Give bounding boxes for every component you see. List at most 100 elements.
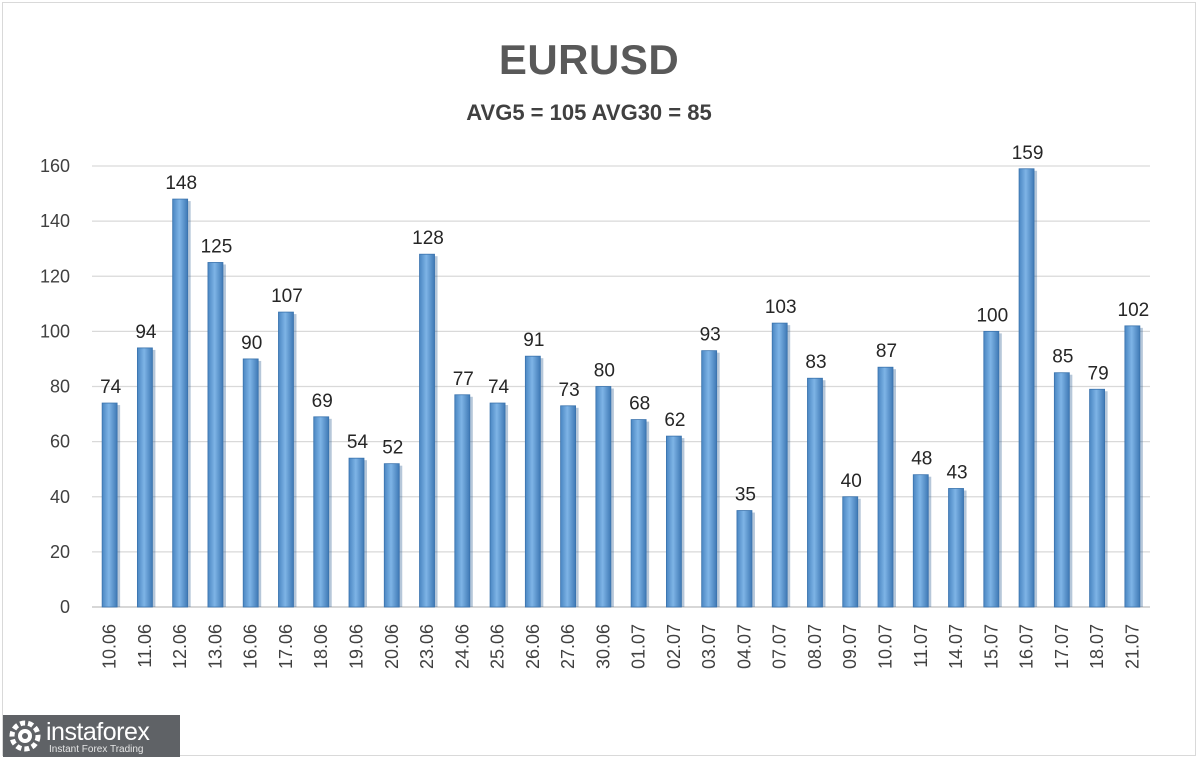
data-label: 90 <box>241 333 262 354</box>
bar <box>348 457 365 608</box>
data-label: 125 <box>201 236 233 257</box>
gear-icon <box>9 720 41 752</box>
y-tick-label: 120 <box>40 266 70 286</box>
logo-name: instaforex <box>46 718 150 746</box>
data-label: 87 <box>876 341 897 362</box>
data-label: 103 <box>765 297 797 318</box>
data-label: 35 <box>735 485 756 506</box>
chart-subtitle: AVG5 = 105 AVG30 = 85 <box>466 100 712 125</box>
bar <box>595 386 612 608</box>
x-tick-label: 27.06 <box>558 624 578 669</box>
data-label: 128 <box>412 228 444 249</box>
data-label: 74 <box>100 377 122 398</box>
bar <box>912 474 929 608</box>
data-label: 85 <box>1052 347 1073 368</box>
data-label: 54 <box>347 432 369 453</box>
data-label: 43 <box>946 462 967 483</box>
bar <box>101 402 118 608</box>
x-tick-label: 14.07 <box>946 624 966 669</box>
x-tick-label: 17.07 <box>1052 624 1072 669</box>
x-tick-label: 07.07 <box>770 624 790 669</box>
gridlines <box>92 165 1150 608</box>
x-tick-label: 10.07 <box>876 624 896 669</box>
x-tick-label: 03.07 <box>699 624 719 669</box>
bar <box>948 488 964 608</box>
y-tick-label: 60 <box>50 432 70 452</box>
x-tick-label: 04.07 <box>734 624 754 669</box>
x-tick-label: 16.07 <box>1017 624 1037 669</box>
bar <box>666 435 682 608</box>
x-tick-label: 02.07 <box>664 624 684 669</box>
data-label: 80 <box>594 361 615 382</box>
data-label: 159 <box>1012 143 1044 164</box>
data-label: 91 <box>523 330 544 351</box>
data-label: 94 <box>135 322 157 343</box>
y-tick-label: 40 <box>50 487 70 507</box>
bar <box>983 330 1000 608</box>
data-label: 77 <box>453 369 474 390</box>
x-tick-label: 01.07 <box>629 624 649 669</box>
bar <box>278 311 294 608</box>
x-tick-label: 11.06 <box>135 624 155 668</box>
bars <box>101 168 1143 608</box>
bar <box>1053 372 1070 608</box>
y-tick-label: 20 <box>50 542 70 562</box>
data-label: 48 <box>911 449 932 470</box>
data-labels: 74 94 148 125 90 107 69 54 52 128 77 74 91 73 80 68 62 93… <box>100 143 1149 506</box>
x-tick-label: 13.06 <box>205 624 225 669</box>
bar <box>560 405 576 608</box>
bar <box>1089 388 1105 608</box>
bar <box>136 347 153 608</box>
bar <box>207 262 224 608</box>
bar <box>313 416 330 608</box>
logo-tagline: Instant Forex Trading <box>49 744 144 755</box>
x-tick-label: 25.06 <box>488 624 508 669</box>
data-label: 79 <box>1088 363 1109 384</box>
bar <box>383 463 400 608</box>
y-tick-label: 140 <box>40 211 70 231</box>
x-tick-label: 20.06 <box>382 624 402 669</box>
data-label: 102 <box>1118 300 1150 321</box>
data-label: 40 <box>841 471 862 492</box>
bar <box>877 366 894 608</box>
data-label: 62 <box>664 410 685 431</box>
data-label: 107 <box>271 286 303 307</box>
y-tick-label: 100 <box>40 321 70 341</box>
x-tick-label: 12.06 <box>170 624 190 669</box>
x-tick-label: 16.06 <box>241 624 261 669</box>
x-tick-label: 15.07 <box>981 624 1001 669</box>
x-tick-label: 18.06 <box>311 624 331 669</box>
data-label: 100 <box>976 305 1008 326</box>
bar <box>736 510 753 608</box>
bar <box>701 350 718 608</box>
x-tick-label: 10.06 <box>100 624 120 669</box>
y-tick-label: 80 <box>50 377 70 397</box>
x-tick-label: 09.07 <box>840 624 860 669</box>
bar <box>842 496 859 608</box>
data-label: 68 <box>629 394 650 415</box>
data-label: 74 <box>488 377 510 398</box>
y-tick-label: 160 <box>40 156 70 176</box>
bar <box>630 419 647 608</box>
x-tick-label: 08.07 <box>805 624 825 669</box>
data-label: 83 <box>805 352 826 373</box>
bar <box>1018 168 1035 608</box>
bar <box>242 358 259 608</box>
bar <box>454 394 471 608</box>
data-label: 148 <box>165 173 197 194</box>
bar <box>807 377 823 608</box>
x-tick-label: 23.06 <box>417 624 437 669</box>
chart-title: EURUSD <box>498 36 680 83</box>
data-label: 69 <box>312 391 333 412</box>
x-tick-label: 26.06 <box>523 624 543 669</box>
bar <box>1124 325 1141 608</box>
x-axis: 10.06 11.06 12.06 13.06 16.06 17.06 18.06 19.06… <box>100 624 1143 669</box>
bar <box>172 198 189 608</box>
bar <box>489 402 506 608</box>
x-tick-label: 19.06 <box>347 624 367 669</box>
y-axis: 0 20 40 60 80 100 120 140 160 <box>40 156 70 617</box>
x-tick-label: 18.07 <box>1087 624 1107 669</box>
data-label: 52 <box>382 438 403 459</box>
x-tick-label: 21.07 <box>1122 624 1142 669</box>
